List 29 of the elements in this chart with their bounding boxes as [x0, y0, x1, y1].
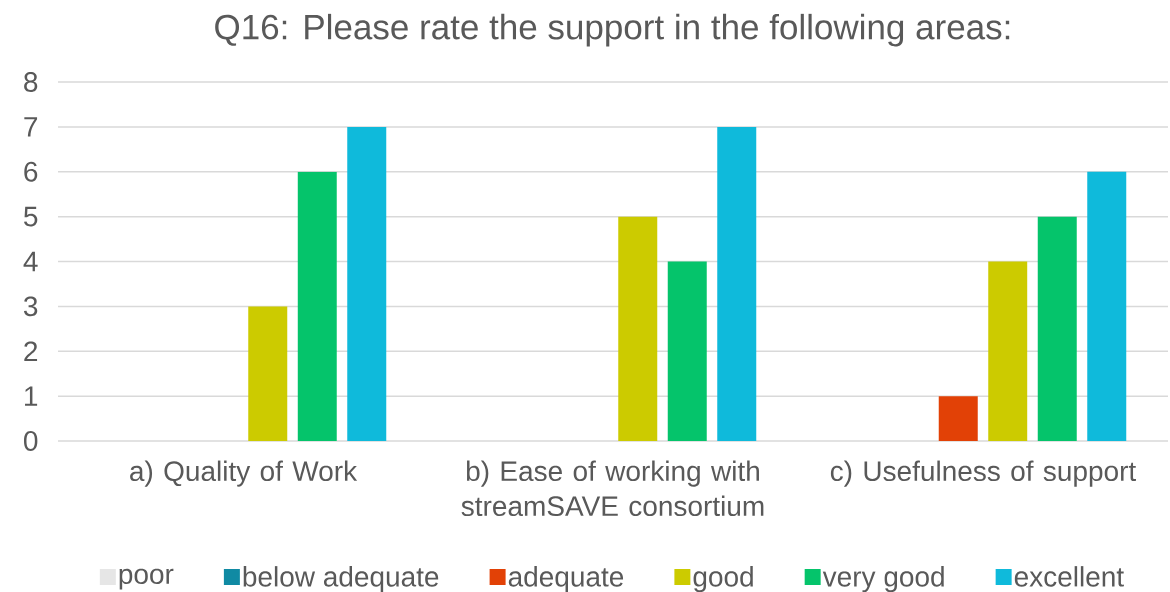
legend-label: poor: [119, 568, 174, 590]
legend-label: below adequate: [243, 566, 439, 592]
bar: [1037, 216, 1077, 441]
bar: [667, 261, 707, 441]
legend-label: very good: [822, 566, 944, 592]
y-tick-label: 7: [24, 117, 38, 137]
y-tick-label: 0: [23, 431, 38, 451]
y-tick-label: 6: [24, 161, 38, 182]
bar: [297, 171, 337, 441]
y-tick-label: 4: [23, 251, 38, 272]
x-tick-label: b) Ease of working with streamSAVE consortium: [461, 460, 764, 517]
bar: [618, 216, 658, 441]
y-tick-label: 5: [24, 206, 38, 227]
bar: [248, 306, 288, 441]
y-tick-label: 3: [23, 296, 38, 317]
x-tick-label: c) Usefulness of support: [830, 460, 1137, 487]
bar: [938, 396, 978, 441]
y-tick-label: 1: [25, 386, 38, 406]
bar: [1087, 171, 1127, 441]
chart-title: Q16: Please rate the support in the following areas:: [215, 13, 1010, 47]
x-tick-label: a) Quality of Work: [130, 460, 358, 487]
legend-label: good: [693, 566, 753, 592]
legend-label: excellent: [1014, 566, 1124, 587]
y-tick-label: 8: [24, 72, 38, 92]
legend-label: adequate: [508, 566, 624, 592]
bar: [988, 261, 1028, 441]
y-tick-label: 2: [24, 341, 38, 362]
bar: [717, 126, 757, 441]
bar: [347, 126, 387, 441]
